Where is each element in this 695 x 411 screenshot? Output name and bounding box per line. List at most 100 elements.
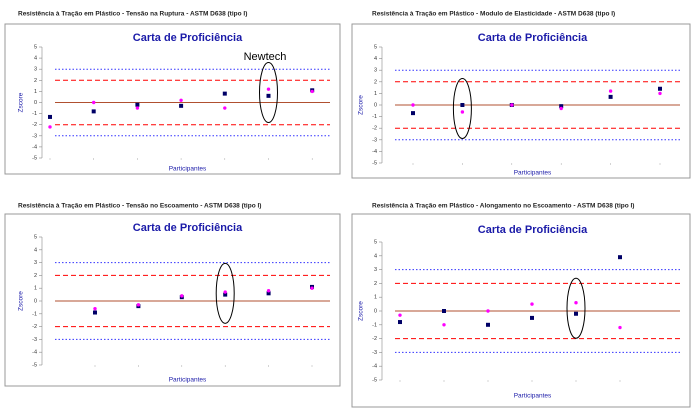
y-tick-label: 4 [374,253,377,259]
y-tick-label: -5 [32,362,37,368]
point [574,301,578,305]
panel-frame [351,23,691,179]
y-tick-label: 2 [374,281,377,287]
point [658,86,662,91]
point [442,323,446,327]
y-tick-label: 0 [374,102,377,108]
point [223,106,227,110]
y-tick-label: 3 [374,68,377,74]
point [223,292,228,297]
highlight-ellipse [452,77,472,139]
y-tick-label: -5 [32,155,37,161]
y-tick-label: 0 [34,100,37,106]
plot-title: Carta de Proficiência [133,222,243,234]
y-tick-label: 5 [34,234,37,240]
y-tick-label: -2 [372,336,377,342]
y-tick-label: 1 [374,91,377,97]
point [136,303,141,307]
highlight-ellipse [259,62,278,124]
point [179,103,184,108]
y-tick-label: 1 [34,286,37,292]
y-axis-label: Zscore [358,95,365,115]
y-tick-label: -2 [32,122,37,128]
point [411,111,415,116]
point [398,320,402,325]
point [510,103,514,107]
point [92,100,96,105]
y-tick-label: 1 [34,89,37,95]
y-tick-label: -2 [372,126,377,132]
y-tick-label: -4 [372,149,377,155]
y-tick-label: 2 [374,79,377,85]
panel-title: Resistência à Tração em Plástico - Modul… [372,11,615,18]
point [93,310,97,315]
point [559,106,563,111]
panel-title: Resistência à Tração em Plástico - Along… [372,203,634,210]
point [135,102,140,107]
point [486,309,490,313]
point [486,322,490,327]
y-tick-label: 2 [34,273,37,279]
y-tick-label: -1 [372,114,377,120]
point [442,309,446,313]
y-tick-label: 5 [374,44,377,50]
x-axis-label: Participantes [514,170,552,177]
y-tick-label: -3 [32,133,37,139]
panel-frame [4,213,341,387]
y-tick-label: -3 [32,337,37,343]
annotation: Newtech [244,51,287,63]
point [135,106,140,110]
point [530,302,534,306]
point [222,91,227,96]
point [398,313,402,317]
point [411,103,415,107]
y-tick-label: -1 [32,311,37,317]
panel-frame [4,23,341,175]
x-axis-label: Participantes [169,377,207,384]
point [48,125,52,129]
y-tick-label: -4 [32,350,37,356]
y-tick-label: 5 [34,44,37,50]
x-axis-label: Participantes [514,393,552,400]
point [310,89,314,94]
point [574,311,578,316]
y-tick-label: -5 [372,377,377,383]
y-tick-label: 5 [374,239,377,245]
y-tick-label: 4 [374,56,377,62]
highlight-ellipse [215,262,235,324]
point [618,255,622,260]
point [460,110,465,114]
y-tick-label: 1 [374,295,377,301]
point [658,91,662,96]
panel-title: Resistência à Tração em Plástico - Tensã… [18,203,261,210]
x-axis-label: Participantes [169,166,207,173]
plot-title: Carta de Proficiência [478,32,588,44]
point [608,94,613,99]
point [179,98,183,102]
y-tick-label: 3 [34,67,37,73]
point [266,291,271,296]
plot-title: Carta de Proficiência [133,32,243,44]
highlight-ellipse [566,277,586,339]
y-tick-label: -4 [372,364,377,370]
y-tick-label: 0 [34,298,37,304]
point [93,306,97,311]
point [223,290,227,294]
y-tick-label: -3 [372,137,377,143]
point [91,109,96,114]
point [310,286,314,290]
y-axis-label: Zscore [18,291,25,311]
y-tick-label: 2 [34,78,37,84]
point [266,87,271,91]
panel-title: Resistência à Tração em Plástico - Tensã… [18,11,247,18]
y-tick-label: -2 [32,324,37,330]
y-tick-label: 4 [34,56,37,62]
point [608,89,613,93]
y-axis-label: Zscore [358,301,365,321]
y-axis-label: Zscore [18,92,25,112]
y-tick-label: -3 [372,350,377,356]
y-tick-label: 3 [374,267,377,273]
point [266,289,271,293]
point [266,93,271,98]
